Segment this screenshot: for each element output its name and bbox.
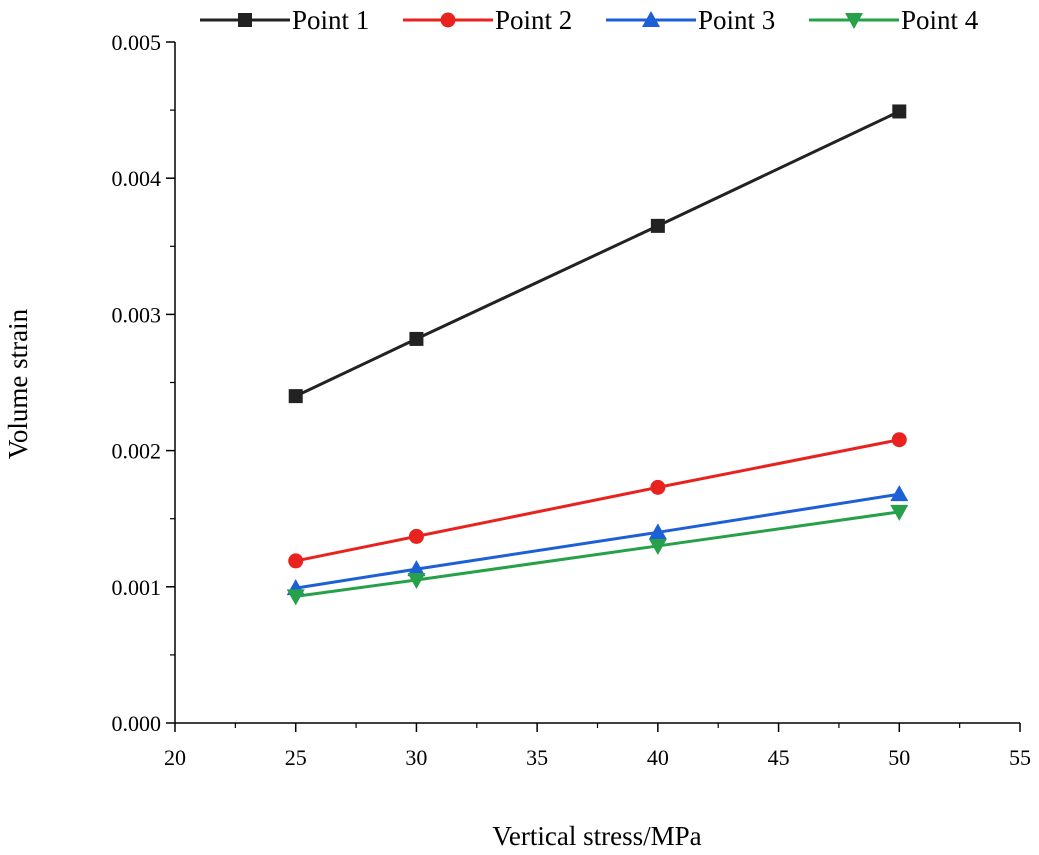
y-tick-label: 0.002	[112, 439, 162, 464]
y-tick-label: 0.003	[112, 302, 162, 327]
x-tick-label: 25	[285, 745, 307, 770]
legend-item: Point 2	[403, 5, 572, 35]
data-point	[286, 589, 305, 606]
data-point	[407, 560, 426, 577]
y-tick-label: 0.001	[112, 575, 162, 600]
data-point	[650, 218, 665, 233]
legend-label: Point 2	[495, 5, 572, 35]
series-layer	[286, 104, 909, 606]
legend-marker	[238, 13, 252, 27]
legend-marker	[845, 13, 863, 29]
data-point	[890, 485, 909, 502]
x-tick-label: 30	[405, 745, 427, 770]
data-point	[288, 389, 303, 404]
legend-label: Point 1	[292, 5, 369, 35]
series-line	[295, 510, 900, 598]
x-tick-label: 20	[164, 745, 186, 770]
x-tick-label: 35	[526, 745, 548, 770]
legend-item: Point 1	[200, 5, 369, 35]
series-3	[286, 485, 909, 596]
data-point	[650, 479, 666, 495]
y-tick-label: 0.004	[112, 166, 162, 191]
series-4	[286, 504, 909, 606]
series-1	[288, 104, 907, 404]
legend-label: Point 3	[698, 5, 775, 35]
data-point	[890, 504, 909, 521]
data-point	[409, 331, 424, 346]
y-tick-label: 0.005	[112, 30, 162, 55]
data-point	[408, 528, 424, 544]
x-tick-label: 55	[1009, 745, 1031, 770]
series-2	[288, 432, 907, 569]
axes: 20 25 30 35 40 45 50 55 0.000 0.001 0.002 0.003 0.00…	[112, 30, 1032, 770]
legend-marker	[440, 12, 456, 28]
data-point	[891, 432, 907, 448]
y-axis-title: Volume strain	[3, 308, 33, 459]
x-tick-label: 40	[647, 745, 669, 770]
legend: Point 1 Point 2 Point 3 Point 4	[200, 5, 979, 35]
x-tick-label: 50	[888, 745, 910, 770]
data-point	[407, 572, 426, 589]
series-line	[295, 492, 900, 590]
data-point	[892, 104, 907, 119]
legend-marker	[642, 11, 660, 27]
legend-label: Point 4	[901, 5, 979, 35]
series-line	[295, 110, 900, 398]
x-tick-label: 45	[768, 745, 790, 770]
x-axis-title: Vertical stress/MPa	[492, 821, 701, 851]
data-point	[648, 523, 667, 540]
data-point	[648, 538, 667, 555]
legend-item: Point 3	[606, 5, 775, 35]
data-point	[288, 553, 304, 569]
y-tick-label: 0.000	[112, 711, 162, 736]
series-line	[295, 438, 900, 563]
legend-item: Point 4	[809, 5, 979, 35]
